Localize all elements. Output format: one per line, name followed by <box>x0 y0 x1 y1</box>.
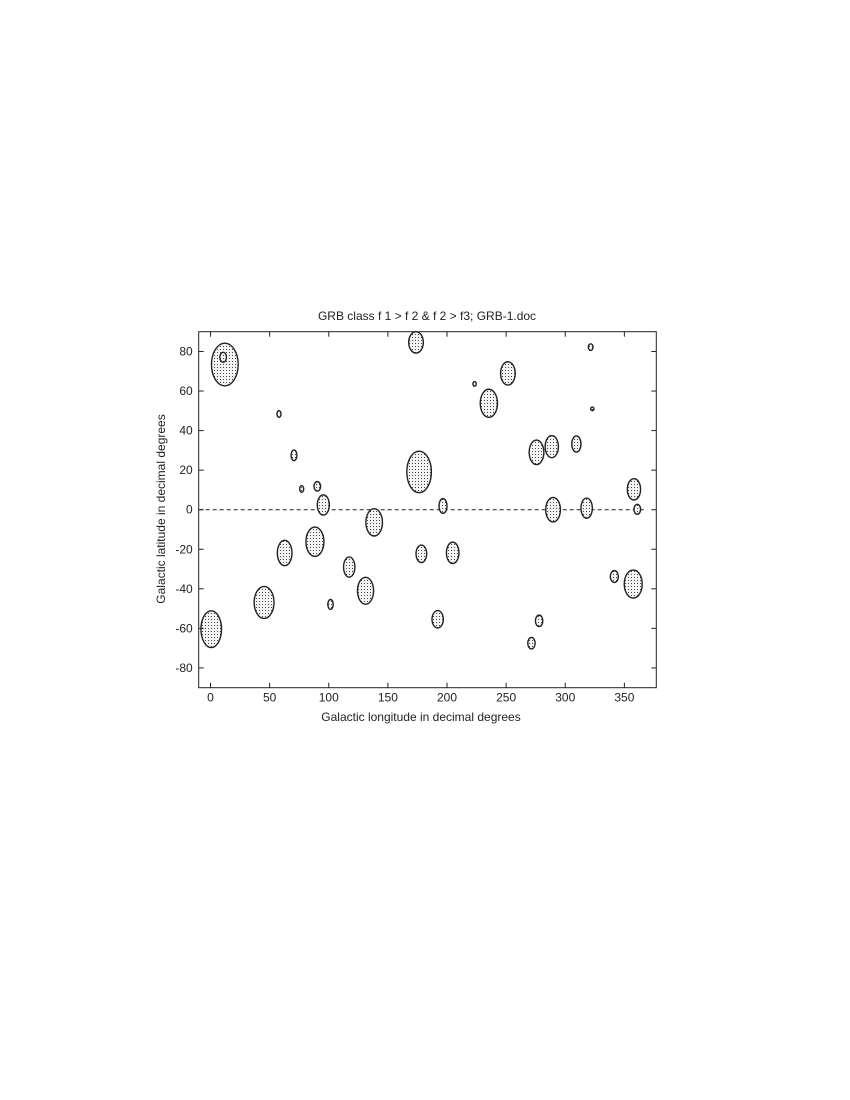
grb-ellipse-27 <box>342 556 356 578</box>
grb-ellipse-7 <box>479 388 499 419</box>
x-axis-label: Galactic longitude in decimal degrees <box>321 710 520 724</box>
grb-ellipse-10 <box>528 439 545 466</box>
grb-ellipse-14 <box>298 484 305 493</box>
y-tick-label: -80 <box>175 661 193 675</box>
grb-ellipse-15 <box>313 480 322 492</box>
y-tick-label: 40 <box>179 424 193 438</box>
grb-ellipse-2 <box>407 331 425 354</box>
grb-ellipse-33 <box>431 609 445 629</box>
grb-ellipse-11 <box>544 434 560 459</box>
grb-ellipse-18 <box>545 496 562 523</box>
grb-ellipse-1 <box>219 351 228 363</box>
grb-ellipse-9 <box>290 449 298 462</box>
grb-ellipse-17 <box>438 497 448 514</box>
grb-ellipse-29 <box>253 585 275 620</box>
grb-ellipse-26 <box>445 541 460 565</box>
grb-ellipse-12 <box>571 435 582 453</box>
x-tick-label: 50 <box>263 691 277 705</box>
grb-ellipse-34 <box>534 614 544 628</box>
x-tick-label: 300 <box>555 691 575 705</box>
grb-ellipse-31 <box>609 569 620 584</box>
y-tick-label: 0 <box>186 503 193 517</box>
grb-ellipse-3 <box>587 343 594 352</box>
grb-ellipse-32 <box>623 569 643 599</box>
x-tick-label: 0 <box>207 691 214 705</box>
y-tick-label: 60 <box>179 384 193 398</box>
grb-ellipse-35 <box>527 636 536 650</box>
x-tick-label: 350 <box>614 691 634 705</box>
grb-ellipse-4 <box>472 380 477 387</box>
grb-ellipse-13 <box>406 450 433 494</box>
grb-ellipse-5 <box>499 361 516 386</box>
grb-ellipse-36 <box>200 610 223 649</box>
grb-ellipse-28 <box>356 576 375 605</box>
x-tick-label: 250 <box>496 691 516 705</box>
x-tick-label: 150 <box>378 691 398 705</box>
grb-ellipse-19 <box>580 497 594 519</box>
y-tick-label: -40 <box>175 582 193 596</box>
grb-ellipse-25 <box>415 544 428 564</box>
grb-ellipse-6 <box>589 406 595 412</box>
grb-ellipse-0 <box>210 342 239 387</box>
grb-ellipse-22 <box>365 508 384 537</box>
grb-ellipse-21 <box>633 503 642 515</box>
chart-title: GRB class f 1 > f 2 & f 2 > f3; GRB-1.do… <box>318 309 536 323</box>
x-tick-label: 100 <box>319 691 339 705</box>
grb-ellipse-24 <box>276 539 293 567</box>
grb-ellipse-30 <box>327 598 334 611</box>
y-axis-label: Galactic latitude in decimal degrees <box>154 414 168 603</box>
y-tick-label: -20 <box>175 542 193 556</box>
y-tick-label: 20 <box>179 463 193 477</box>
y-tick-label: 80 <box>179 344 193 358</box>
grb-ellipse-20 <box>626 477 642 501</box>
grb-ellipse-16 <box>316 494 331 516</box>
x-tick-label: 200 <box>437 691 457 705</box>
y-tick-label: -60 <box>175 621 193 635</box>
grb-ellipse-8 <box>276 409 282 419</box>
grb-ellipse-23 <box>305 526 325 558</box>
